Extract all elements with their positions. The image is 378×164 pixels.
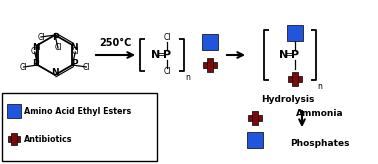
Text: Cl: Cl <box>37 32 45 41</box>
Bar <box>7 104 21 118</box>
Polygon shape <box>207 58 213 72</box>
Text: n: n <box>317 82 322 91</box>
Text: 250°C: 250°C <box>99 38 132 48</box>
Text: N: N <box>51 68 59 77</box>
Text: P: P <box>291 50 299 60</box>
Text: Ammonia: Ammonia <box>296 110 344 119</box>
Polygon shape <box>292 72 298 86</box>
Text: Cl: Cl <box>54 43 62 52</box>
Text: Cl: Cl <box>163 68 171 76</box>
Text: N: N <box>151 50 161 60</box>
Text: P: P <box>71 59 77 68</box>
Text: Cl: Cl <box>20 62 28 72</box>
Text: P: P <box>163 50 171 60</box>
Text: Hydrolysis: Hydrolysis <box>261 95 315 104</box>
Text: P: P <box>33 59 39 68</box>
Text: Phosphates: Phosphates <box>290 140 350 148</box>
Text: N: N <box>279 50 289 60</box>
Text: Cl: Cl <box>82 62 90 72</box>
Polygon shape <box>252 111 258 125</box>
Text: n: n <box>185 73 190 82</box>
Text: =: = <box>284 50 294 60</box>
Text: Antibiotics: Antibiotics <box>24 134 73 144</box>
Text: Cl: Cl <box>71 48 79 57</box>
Polygon shape <box>203 62 217 68</box>
Text: P: P <box>52 33 58 42</box>
Polygon shape <box>8 136 20 142</box>
FancyBboxPatch shape <box>2 93 157 161</box>
Text: N: N <box>32 42 39 51</box>
Polygon shape <box>11 133 17 145</box>
Bar <box>247 132 263 148</box>
Text: Cl: Cl <box>163 33 171 42</box>
Polygon shape <box>248 115 262 121</box>
Text: =: = <box>156 50 166 60</box>
Bar <box>287 25 303 41</box>
Polygon shape <box>288 76 302 82</box>
Bar <box>202 34 218 50</box>
Text: Amino Acid Ethyl Esters: Amino Acid Ethyl Esters <box>24 106 131 115</box>
Text: N: N <box>71 42 78 51</box>
Text: Cl: Cl <box>31 48 39 57</box>
